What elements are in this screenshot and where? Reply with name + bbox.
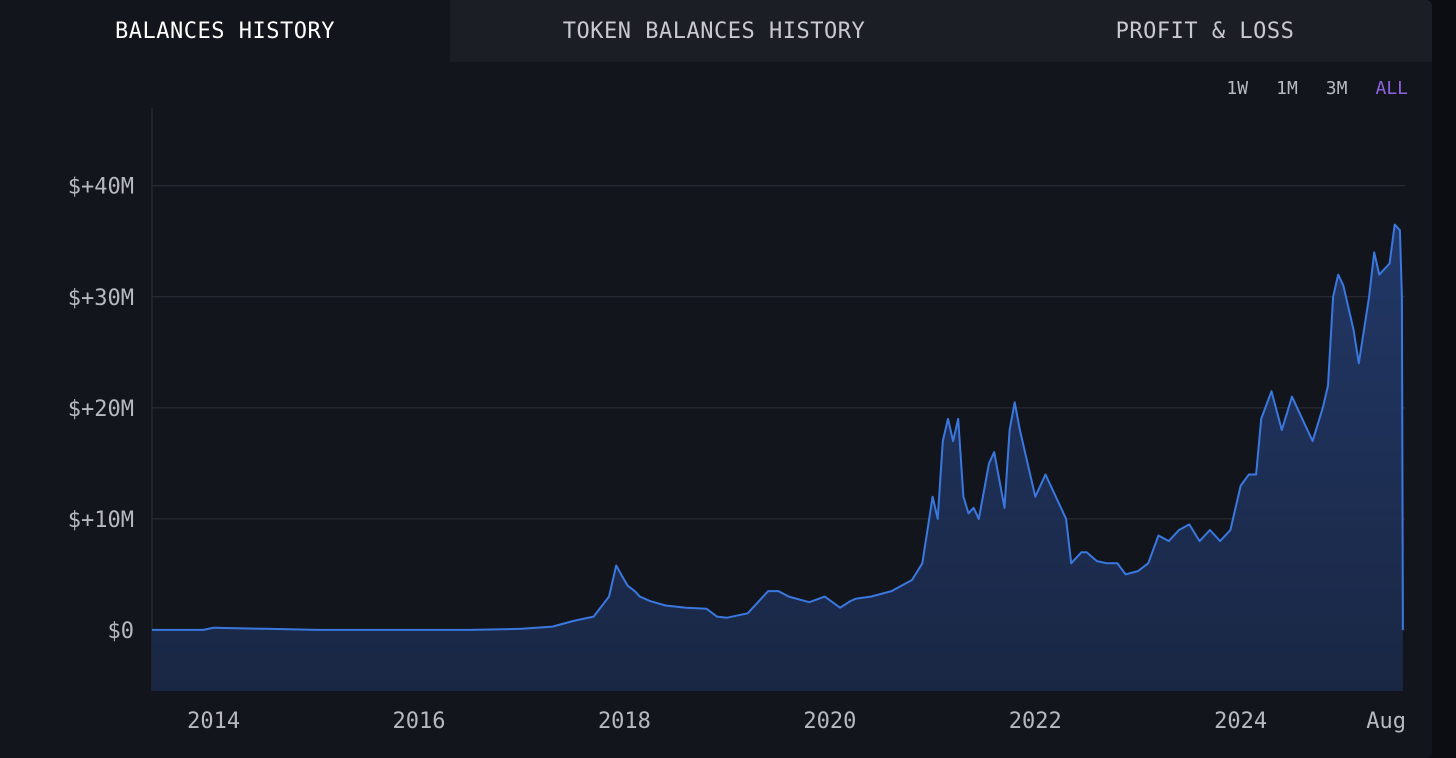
x-tick-label: 2014 [187,709,240,734]
y-tick-label: $+10M [68,508,134,533]
area-layer [152,223,1404,691]
balance-area-fill [152,224,1403,691]
range-1w-button[interactable]: 1W [1226,78,1249,99]
balance-line [152,223,1404,631]
range-all-button[interactable]: ALL [1375,78,1408,99]
x-tick-label: Aug [1366,709,1406,734]
tab-profit-loss[interactable]: PROFIT & LOSS [978,0,1432,62]
y-axis: $0 $+10M $+20M $+30M $+40M [68,175,134,644]
y-tick-label: $+30M [68,286,134,311]
range-3m-button[interactable]: 3M [1325,78,1348,99]
tab-balances-history[interactable]: BALANCES HISTORY [0,0,450,62]
range-1m-button[interactable]: 1M [1276,78,1298,99]
x-axis: 2014 2016 2018 2020 2022 2024 Aug [187,709,1406,734]
y-tick-label: $+40M [68,175,134,200]
x-tick-label: 2020 [803,709,856,734]
tab-bar: BALANCES HISTORY TOKEN BALANCES HISTORY … [0,0,1432,62]
x-tick-label: 2016 [393,709,446,734]
x-tick-label: 2022 [1009,709,1062,734]
y-tick-label: $0 [108,619,135,644]
x-tick-label: 2024 [1214,709,1267,734]
x-tick-label: 2018 [598,709,651,734]
y-tick-label: $+20M [68,397,134,422]
time-range-selector: 1W 1M 3M ALL [1226,78,1408,99]
tab-token-balances-history[interactable]: TOKEN BALANCES HISTORY [450,0,978,62]
